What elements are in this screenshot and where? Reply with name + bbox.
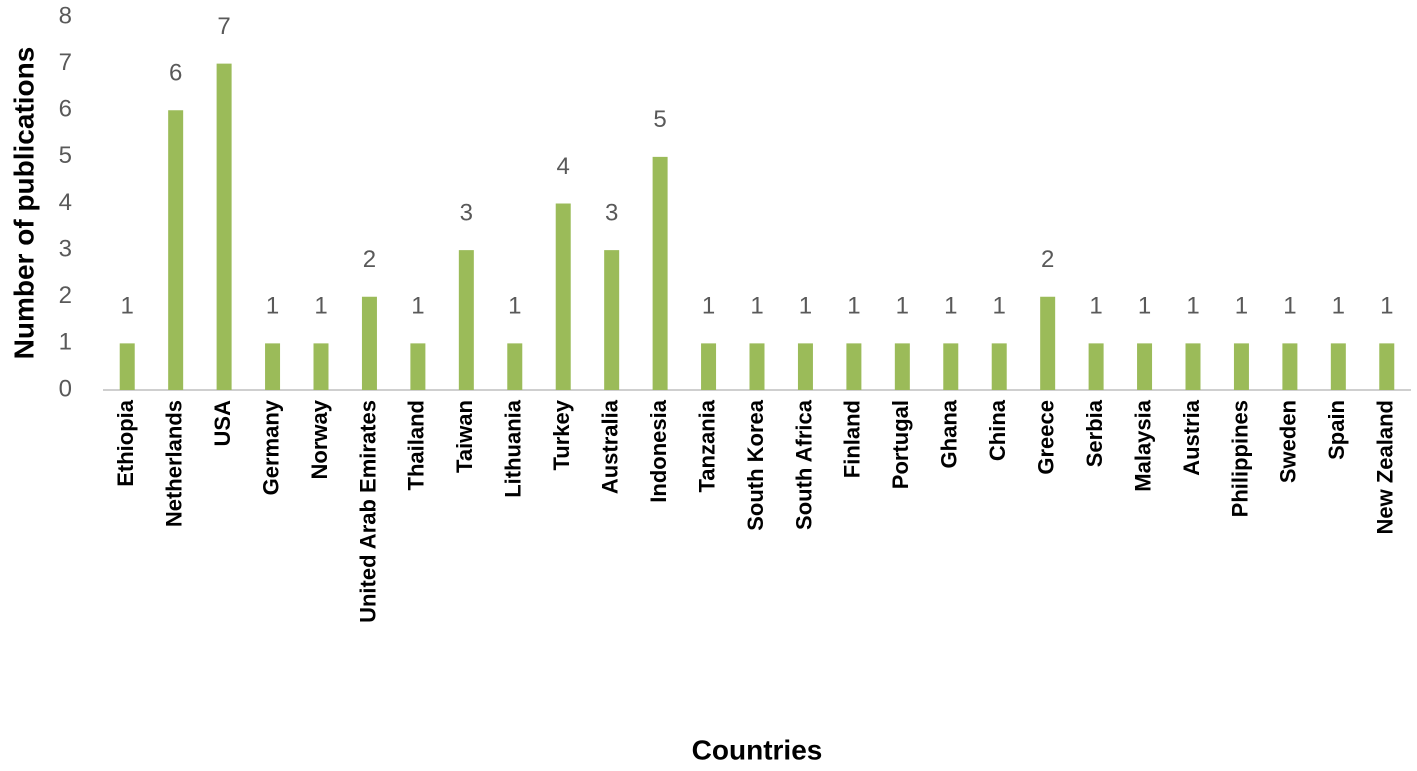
bar xyxy=(846,343,862,390)
bar xyxy=(1137,343,1153,390)
data-label: 1 xyxy=(411,293,424,320)
bar xyxy=(894,343,910,390)
x-axis-title: Countries xyxy=(692,734,823,765)
bar xyxy=(168,110,184,390)
data-label: 1 xyxy=(266,293,279,320)
x-tick-label: South Africa xyxy=(791,399,816,530)
x-tick-label: Tanzania xyxy=(694,399,719,492)
x-tick-label: Indonesia xyxy=(646,399,671,502)
y-tick-label: 8 xyxy=(59,2,72,29)
data-label: 1 xyxy=(944,293,957,320)
bar xyxy=(1185,343,1201,390)
data-label: 1 xyxy=(1089,293,1102,320)
data-label: 1 xyxy=(702,293,715,320)
x-tick-label: New Zealand xyxy=(1373,400,1398,534)
x-tick-label: Spain xyxy=(1324,400,1349,460)
data-label: 1 xyxy=(314,293,327,320)
data-label: 4 xyxy=(557,153,570,180)
x-tick-label: Austria xyxy=(1179,399,1204,476)
y-tick-label: 6 xyxy=(59,96,72,123)
bar xyxy=(701,343,717,390)
y-tick-label: 7 xyxy=(59,49,72,76)
data-label: 1 xyxy=(750,293,763,320)
x-tick-label: Norway xyxy=(307,399,332,479)
bar xyxy=(749,343,765,390)
data-label: 7 xyxy=(217,13,230,40)
x-tick-label: Taiwan xyxy=(452,400,477,473)
bar xyxy=(1040,296,1056,390)
bar xyxy=(1088,343,1104,390)
x-tick-label: China xyxy=(985,399,1010,461)
y-tick-label: 0 xyxy=(59,375,72,402)
x-tick-label: Netherlands xyxy=(161,400,186,527)
x-tick-label: Portugal xyxy=(888,400,913,489)
bar xyxy=(265,343,281,390)
data-label: 6 xyxy=(169,60,182,87)
x-tick-label: Sweden xyxy=(1276,400,1301,483)
bar xyxy=(943,343,959,390)
x-tick-label: Turkey xyxy=(549,399,574,470)
bar xyxy=(1379,343,1395,390)
y-tick-label: 4 xyxy=(59,189,72,216)
data-label: 1 xyxy=(1380,293,1393,320)
bar xyxy=(458,250,474,390)
data-label: 3 xyxy=(460,199,473,226)
bar xyxy=(313,343,329,390)
x-tick-label: Germany xyxy=(258,399,283,495)
bar xyxy=(410,343,426,390)
bar xyxy=(1330,343,1346,390)
data-label: 1 xyxy=(847,293,860,320)
x-tick-label: Thailand xyxy=(404,400,429,490)
bar xyxy=(361,296,377,390)
bar xyxy=(507,343,523,390)
bar xyxy=(1233,343,1249,390)
x-tick-label: Australia xyxy=(597,399,622,494)
x-tick-label: Philippines xyxy=(1227,400,1252,517)
data-label: 1 xyxy=(508,293,521,320)
data-label: 1 xyxy=(896,293,909,320)
y-tick-label: 1 xyxy=(59,329,72,356)
y-tick-label: 5 xyxy=(59,142,72,169)
data-label: 1 xyxy=(1186,293,1199,320)
x-tick-label: Lithuania xyxy=(501,399,526,498)
bar xyxy=(652,156,668,390)
bar xyxy=(604,250,620,390)
data-label: 1 xyxy=(1283,293,1296,320)
bar xyxy=(216,63,232,390)
x-tick-label: United Arab Emirates xyxy=(355,400,380,623)
bar xyxy=(555,203,571,390)
y-axis-title: Number of publications xyxy=(8,47,39,360)
x-tick-label: South Korea xyxy=(743,399,768,531)
x-tick-label: USA xyxy=(210,400,235,447)
bar xyxy=(991,343,1007,390)
data-label: 5 xyxy=(653,106,666,133)
x-tick-label: Greece xyxy=(1033,400,1058,475)
bar xyxy=(1282,343,1298,390)
data-label: 1 xyxy=(799,293,812,320)
data-label: 1 xyxy=(993,293,1006,320)
x-tick-label: Ethiopia xyxy=(113,399,138,487)
x-tick-label: Serbia xyxy=(1082,399,1107,467)
data-label: 1 xyxy=(1235,293,1248,320)
data-label: 2 xyxy=(363,246,376,273)
data-label: 1 xyxy=(1138,293,1151,320)
data-label: 2 xyxy=(1041,246,1054,273)
y-tick-label: 3 xyxy=(59,235,72,262)
data-label: 1 xyxy=(121,293,134,320)
data-label: 1 xyxy=(1332,293,1345,320)
x-tick-label: Ghana xyxy=(937,399,962,468)
bar xyxy=(119,343,135,390)
x-tick-label: Malaysia xyxy=(1130,399,1155,491)
y-tick-label: 2 xyxy=(59,282,72,309)
x-tick-label: Finland xyxy=(840,400,865,478)
bar xyxy=(797,343,813,390)
data-label: 3 xyxy=(605,199,618,226)
